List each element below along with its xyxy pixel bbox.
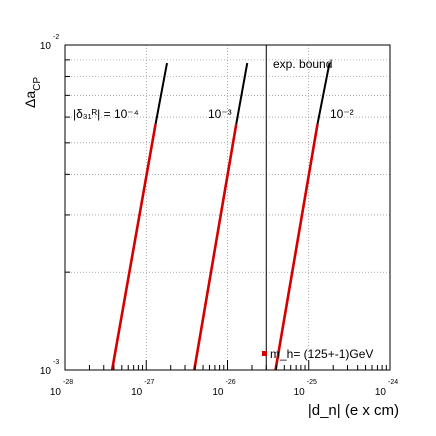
y-axis-title: ΔaCP (22, 77, 43, 108)
svg-text:ΔaCP: ΔaCP (22, 77, 43, 108)
x-tick-label-exponent: -25 (307, 379, 317, 386)
x-tick-label-exponent: -24 (388, 379, 398, 386)
legend-text: m_h= (125+-1)GeV (270, 347, 373, 361)
x-tick-label-exponent: -27 (144, 379, 154, 386)
legend-marker (262, 351, 267, 356)
x-tick-label: 10 (294, 387, 306, 398)
x-tick-label-exponent: -28 (63, 379, 73, 386)
curve-3-band (274, 124, 319, 371)
x-tick-label: 10 (212, 387, 224, 398)
y-tick-label-exponent: -2 (53, 34, 59, 41)
label-1e-2: 10⁻² (330, 107, 354, 121)
curve-2-band (192, 124, 238, 371)
curve-3-tip (316, 62, 331, 125)
axis-ticks (64, 44, 387, 371)
x-tick-label: 10 (375, 387, 387, 398)
curve-2-tip (235, 62, 249, 125)
grid-lines (65, 45, 390, 370)
y-tick-label-exponent: -3 (53, 359, 59, 366)
x-tick-label-exponent: -26 (226, 379, 236, 386)
x-tick-label: 10 (50, 387, 62, 398)
y-tick-label: 10 (40, 41, 52, 52)
x-axis-title: |d_n| (e x cm) (308, 402, 399, 419)
x-tick-label: 10 (131, 387, 143, 398)
curves (110, 62, 331, 371)
curve-1-tip (154, 62, 168, 125)
label-1e-3: 10⁻³ (208, 107, 232, 121)
exp-bound-label: exp. bound (273, 57, 332, 71)
delta-label: |δ₃₁ᴿ| = 10⁻⁴ (73, 107, 139, 121)
curve-1-band (110, 124, 157, 371)
y-tick-label: 10 (40, 366, 52, 377)
